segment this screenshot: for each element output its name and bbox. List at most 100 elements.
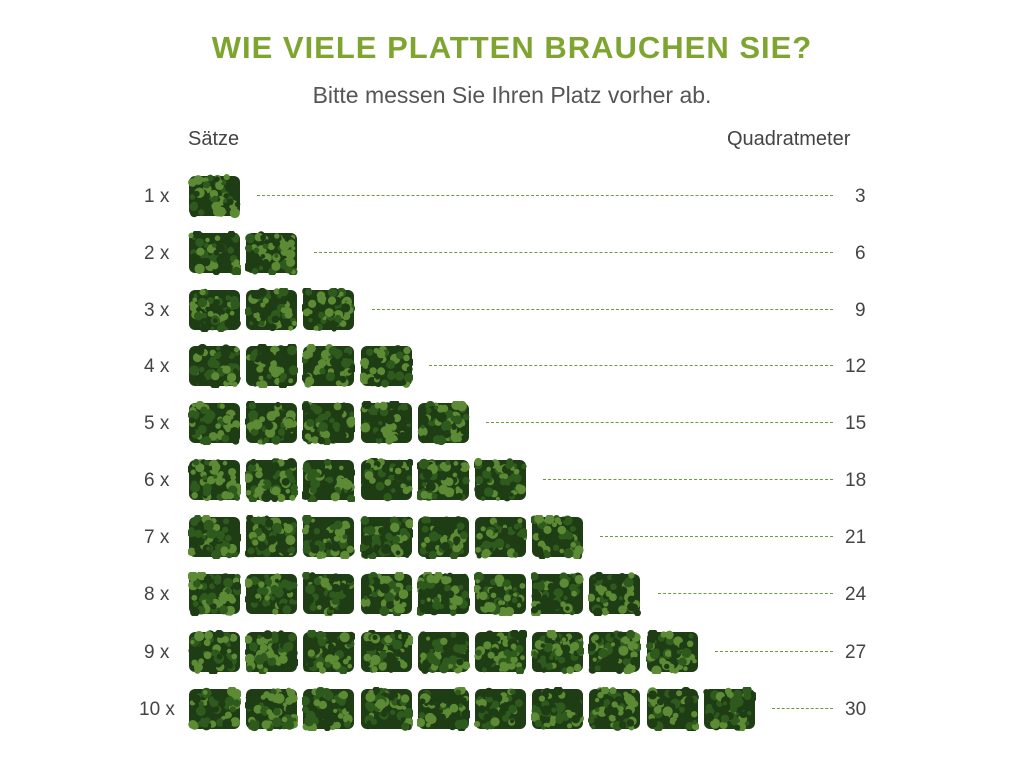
hedge-panel-icon xyxy=(187,458,242,502)
square-meters-value: 30 xyxy=(845,699,867,720)
hedge-panel-icon xyxy=(360,686,414,731)
hedge-panel-icon xyxy=(588,686,641,731)
hedge-panel-icon xyxy=(188,174,241,219)
hedge-panel-icon xyxy=(188,629,241,676)
hedge-panel-icon xyxy=(360,629,415,674)
hedge-panel-icon xyxy=(188,343,241,390)
hedge-panel-icon xyxy=(473,571,527,618)
square-meters-value: 3 xyxy=(855,186,866,207)
square-meters-value: 27 xyxy=(845,642,867,663)
hedge-panel-icon xyxy=(360,398,413,445)
hedge-panel-icon xyxy=(243,572,298,616)
hedge-panel-icon xyxy=(302,514,356,561)
hedge-panel-icon xyxy=(245,342,299,390)
row-label: 7 x xyxy=(144,527,170,548)
hedge-panel-icon xyxy=(358,515,415,560)
dashed-connector-line xyxy=(314,252,833,253)
hedge-panel-icon xyxy=(587,571,642,618)
hedge-panel-icon xyxy=(187,514,243,560)
hedge-panel-icon xyxy=(587,629,643,675)
square-meters-value: 21 xyxy=(845,527,867,548)
hedge-panel-icon xyxy=(415,570,472,616)
dashed-connector-line xyxy=(486,422,833,423)
dashed-connector-line xyxy=(371,309,833,310)
square-meters-value: 18 xyxy=(845,470,867,491)
hedge-panel-icon xyxy=(188,229,243,277)
page-title: WIE VIELE PLATTEN BRAUCHEN SIE? xyxy=(211,30,813,65)
hedge-panel-icon xyxy=(417,400,470,446)
hedge-panel-icon xyxy=(244,514,298,559)
row-2: 2 x 6 xyxy=(0,229,1024,277)
hedge-panel-icon xyxy=(530,572,584,618)
row-label: 3 x xyxy=(144,300,170,321)
row-label: 4 x xyxy=(144,356,170,377)
square-meters-value: 24 xyxy=(845,584,867,605)
hedge-panel-icon xyxy=(301,458,356,504)
hedge-panel-icon xyxy=(302,628,356,675)
square-meters-value: 9 xyxy=(855,300,866,321)
hedge-panel-icon xyxy=(187,400,241,447)
hedge-panel-icon xyxy=(302,571,355,617)
hedge-panel-icon xyxy=(703,685,758,732)
hedge-panel-icon xyxy=(300,400,357,446)
hedge-panel-icon xyxy=(360,457,414,502)
row-label: 9 x xyxy=(144,642,170,663)
hedge-panel-icon xyxy=(474,515,529,559)
hedge-panel-icon xyxy=(415,685,472,732)
row-7: 7 x 21 xyxy=(0,514,1024,561)
hedge-panel-icon xyxy=(530,514,584,560)
hedge-panel-icon xyxy=(244,286,298,332)
row-label: 10 x xyxy=(139,699,175,720)
hedge-panel-icon xyxy=(188,288,241,333)
row-label: 6 x xyxy=(144,470,170,491)
square-meters-value: 6 xyxy=(855,243,866,264)
hedge-panel-icon xyxy=(360,571,413,618)
hedge-panel-icon xyxy=(244,687,300,732)
row-label: 1 x xyxy=(144,186,170,207)
page-subtitle: Bitte messen Sie Ihren Platz vorher ab. xyxy=(312,82,712,108)
hedge-panel-icon xyxy=(415,458,470,502)
row-9: 9 x 27 xyxy=(0,628,1024,676)
hedge-panel-icon xyxy=(646,686,700,733)
dashed-connector-line xyxy=(428,365,833,366)
hedge-panel-icon xyxy=(188,686,242,731)
row-label: 5 x xyxy=(144,413,170,434)
dashed-connector-line xyxy=(772,708,833,709)
hedge-panel-icon xyxy=(530,685,585,731)
sets-column-label: Sätze xyxy=(188,128,240,150)
hedge-panel-icon xyxy=(474,687,527,731)
row-label: 2 x xyxy=(144,243,170,264)
hedge-panel-icon xyxy=(243,458,299,503)
hedge-panel-icon xyxy=(301,286,356,332)
row-3: 3 x 9 xyxy=(0,286,1024,333)
hedge-panel-icon xyxy=(300,686,355,733)
dashed-connector-line xyxy=(600,536,833,537)
dashed-connector-line xyxy=(257,195,833,196)
row-10: 10 x 30 xyxy=(0,685,1024,733)
hedge-panel-icon xyxy=(301,343,357,388)
square-meters-column-label: Quadratmeter xyxy=(727,128,851,150)
hedge-panel-icon xyxy=(358,344,414,388)
hedge-panel-icon xyxy=(243,231,298,276)
dashed-connector-line xyxy=(714,651,833,652)
row-5: 5 x 15 xyxy=(0,398,1024,447)
hedge-panel-icon xyxy=(644,628,699,676)
dashed-connector-line xyxy=(657,593,833,594)
hedge-panel-icon xyxy=(473,457,527,502)
hedge-panel-icon xyxy=(244,400,298,445)
hedge-panel-icon xyxy=(187,570,243,617)
hedge-panel-icon xyxy=(417,515,470,560)
row-4: 4 x 12 xyxy=(0,342,1024,390)
square-meters-value: 12 xyxy=(845,356,867,377)
row-6: 6 x 18 xyxy=(0,457,1024,504)
dashed-connector-line xyxy=(543,479,833,480)
hedge-panel-icon xyxy=(474,629,528,676)
hedge-panel-icon xyxy=(530,628,585,674)
row-1: 1 x 3 xyxy=(0,174,1024,219)
row-label: 8 x xyxy=(144,584,170,605)
hedge-panel-icon xyxy=(244,630,300,675)
hedge-panel-icon xyxy=(417,630,470,674)
row-8: 8 x 24 xyxy=(0,570,1024,618)
square-meters-value: 15 xyxy=(845,413,867,434)
